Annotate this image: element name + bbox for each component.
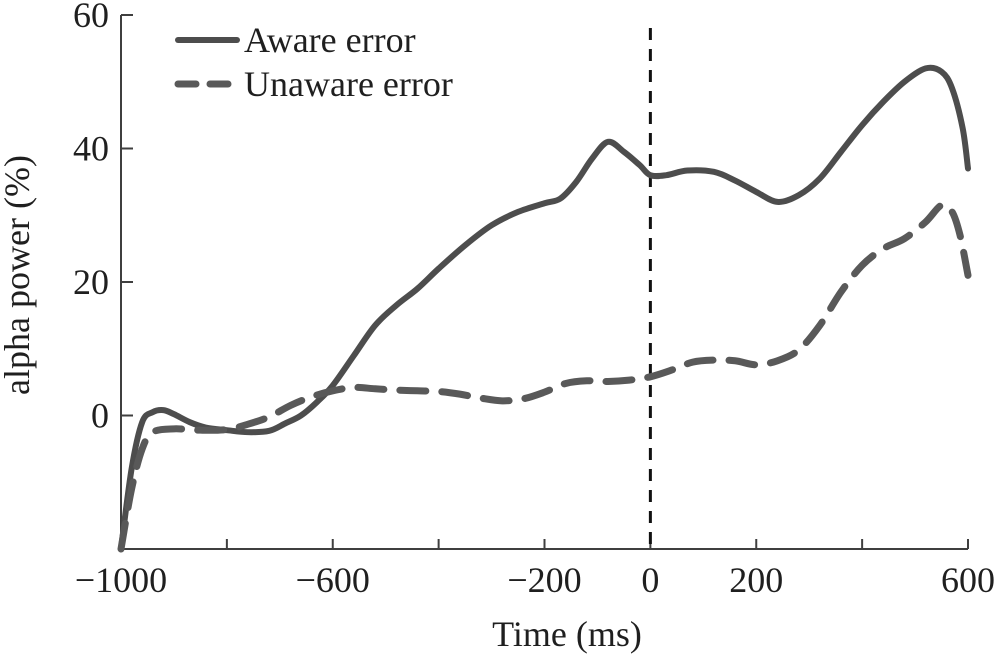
y-tick-label: 60 — [73, 0, 109, 35]
legend-unaware-error-label: Unaware error — [244, 64, 453, 104]
x-tick-label: 200 — [729, 560, 783, 600]
legend-aware-error-label: Aware error — [244, 20, 416, 60]
x-tick-label: 0 — [641, 560, 659, 600]
y-axis-title: alpha power (%) — [0, 155, 37, 395]
y-tick-label: 40 — [73, 129, 109, 169]
x-tick-label: −600 — [296, 560, 370, 600]
unaware-error-line — [117, 201, 972, 553]
y-tick-label: 20 — [73, 262, 109, 302]
x-tick-label: −200 — [507, 560, 581, 600]
x-tick-label: −1000 — [75, 560, 167, 600]
axes: 0 20 40 60 −1000 −600 −200 0 200 600 — [73, 0, 995, 600]
y-tick-label: 0 — [91, 396, 109, 436]
x-axis-title: Time (ms) — [492, 614, 642, 654]
x-tick-label: 600 — [941, 560, 995, 600]
aware-error-line — [118, 64, 971, 552]
